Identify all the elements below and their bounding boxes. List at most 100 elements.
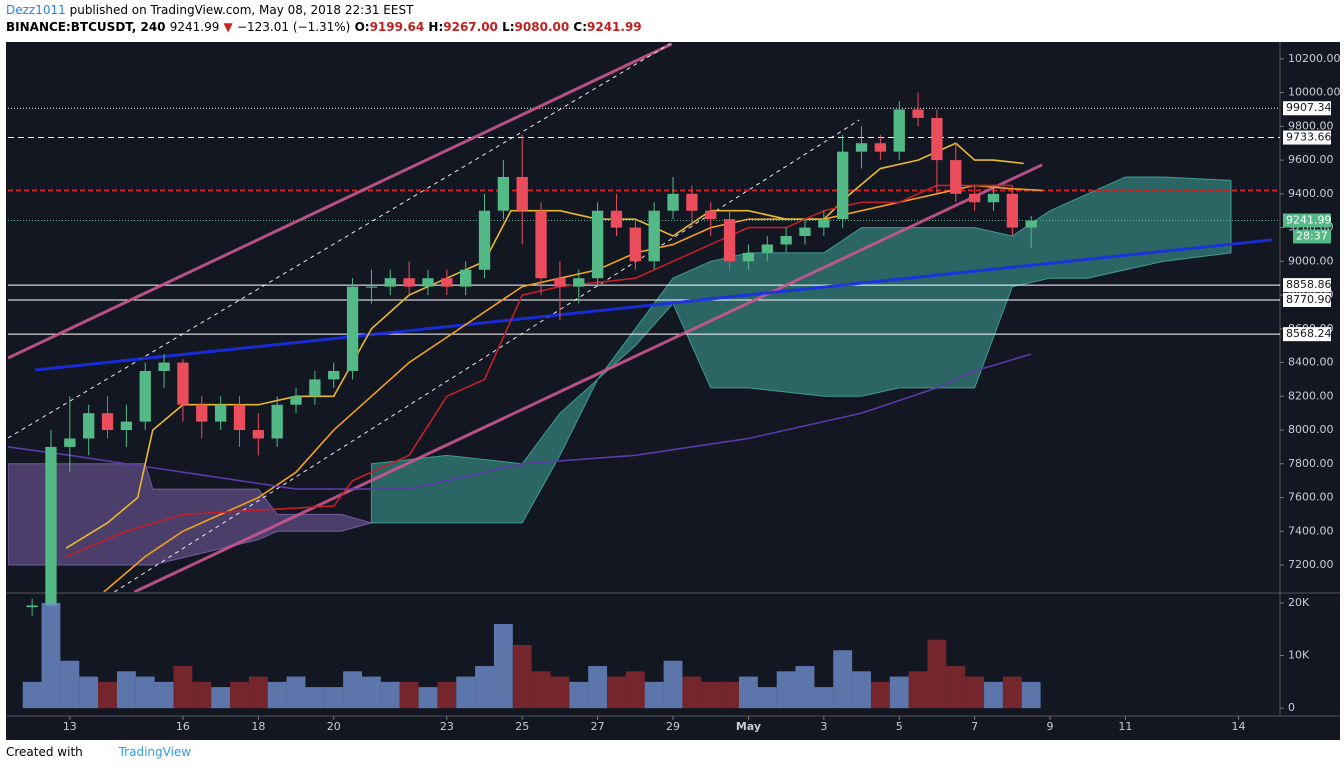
candle-body — [554, 278, 566, 287]
candle-body — [26, 605, 38, 608]
volume-bar — [739, 676, 758, 709]
y-tick-label: 7600.00 — [1288, 491, 1334, 504]
candle-body — [648, 210, 660, 262]
volume-bar — [927, 639, 947, 709]
volume-bar — [870, 681, 890, 709]
candle-body — [742, 252, 755, 262]
publish-line: Dezz1011 published on TradingView.com, M… — [6, 2, 642, 19]
last: 9241.99 — [169, 20, 220, 34]
candle-body — [120, 421, 133, 431]
y-tick-label: 7800.00 — [1288, 457, 1334, 470]
candle-body — [874, 143, 887, 152]
volume-bar — [682, 676, 702, 709]
level-label-bg — [1283, 327, 1331, 342]
trendline — [133, 163, 1043, 592]
candle-body — [309, 379, 321, 397]
l-label: L: — [502, 20, 515, 34]
volume-bar — [286, 676, 306, 709]
volume-bar — [173, 666, 193, 709]
volume-bar — [41, 602, 61, 709]
volume-bar — [908, 671, 928, 709]
candle-body — [667, 193, 679, 211]
y-tick-label: 10200.00 — [1288, 52, 1341, 65]
x-tick-label: 25 — [515, 720, 529, 733]
candle-body — [233, 404, 246, 431]
y-tick-label: 8400.00 — [1288, 356, 1334, 369]
candle-body — [535, 210, 547, 279]
candle-body — [478, 210, 491, 270]
x-tick-label: May — [736, 720, 761, 733]
y-tick-label: 7200.00 — [1288, 558, 1334, 571]
level-label: 8770.90 — [1286, 293, 1332, 306]
x-tick-label: 16 — [176, 720, 190, 733]
author[interactable]: Dezz1011 — [6, 3, 66, 17]
level-label-bg — [1283, 101, 1331, 116]
candle-body — [629, 227, 641, 262]
ohlc-line: BINANCE:BTCUSDT, 240 9241.99 ▼ −123.01 (… — [6, 19, 642, 36]
candle-body — [101, 413, 114, 431]
volume-bar — [456, 676, 476, 709]
o: 9199.64 — [369, 20, 425, 34]
volume-bar — [889, 676, 909, 709]
candle-body — [780, 236, 792, 245]
x-tick-label: 27 — [591, 720, 605, 733]
volume-tick-label: 20K — [1288, 596, 1310, 609]
volume-bar — [418, 687, 438, 709]
change: −123.01 (−1.31%) — [236, 20, 351, 34]
candle-body — [686, 193, 698, 211]
indicator-line — [8, 353, 1032, 490]
brand[interactable]: TradingView — [118, 745, 192, 759]
volume-bar — [701, 681, 721, 709]
x-tick-label: 9 — [1047, 720, 1054, 733]
volume-bar — [720, 681, 740, 709]
candle-body — [912, 109, 924, 118]
volume-bar — [852, 671, 871, 709]
candle-body — [931, 117, 943, 161]
volume-bar — [362, 676, 381, 709]
y-tick-label: 8000.00 — [1288, 423, 1334, 436]
volume-bar — [946, 666, 966, 709]
y-tick-label: 9600.00 — [1288, 153, 1334, 166]
candle-body — [45, 446, 57, 606]
x-tick-label: 14 — [1232, 720, 1246, 733]
candle-body — [196, 404, 208, 422]
volume-bar — [493, 623, 513, 709]
cloud — [370, 176, 1232, 524]
volume-bar — [550, 676, 570, 709]
y-tick-label: 9000.00 — [1288, 254, 1334, 267]
volume-bar — [814, 687, 834, 709]
candle-body — [422, 278, 434, 287]
volume-tick-label: 0 — [1288, 701, 1295, 714]
volume-bar — [1002, 676, 1022, 709]
indicator-line — [65, 142, 1024, 549]
candle-body — [818, 219, 830, 228]
volume-bar — [663, 660, 683, 709]
candle-body — [723, 219, 736, 262]
l: 9080.00 — [514, 20, 570, 34]
published: published on TradingView.com, May 08, 20… — [69, 3, 414, 17]
x-tick-label: 20 — [327, 720, 341, 733]
trendline — [114, 119, 860, 592]
candle-body — [441, 278, 453, 287]
candle-body — [403, 278, 415, 287]
volume-bar — [1021, 681, 1041, 709]
candle-body — [83, 413, 95, 439]
volume-bar — [399, 681, 419, 709]
x-tick-label: 5 — [896, 720, 903, 733]
trendline — [8, 42, 673, 360]
volume-bar — [230, 681, 249, 709]
volume-bar — [22, 681, 42, 709]
footer: Created with TradingView — [6, 745, 191, 759]
volume-tick-label: 10K — [1288, 649, 1310, 662]
chart: 7200.00 7400.00 7600.00 7800.00 8000.00 8200.… — [6, 42, 1341, 740]
level-label: 9907.34 — [1286, 101, 1332, 114]
level-label: 9733.66 — [1286, 131, 1332, 144]
volume-bar — [644, 681, 664, 709]
candle-body — [177, 362, 189, 405]
candle-body — [64, 438, 76, 447]
level-label-bg — [1283, 292, 1331, 307]
o-label: O: — [354, 20, 370, 34]
candle-body — [968, 193, 981, 203]
x-tick-label: 11 — [1118, 720, 1132, 733]
y-tick-label: 7400.00 — [1288, 524, 1334, 537]
